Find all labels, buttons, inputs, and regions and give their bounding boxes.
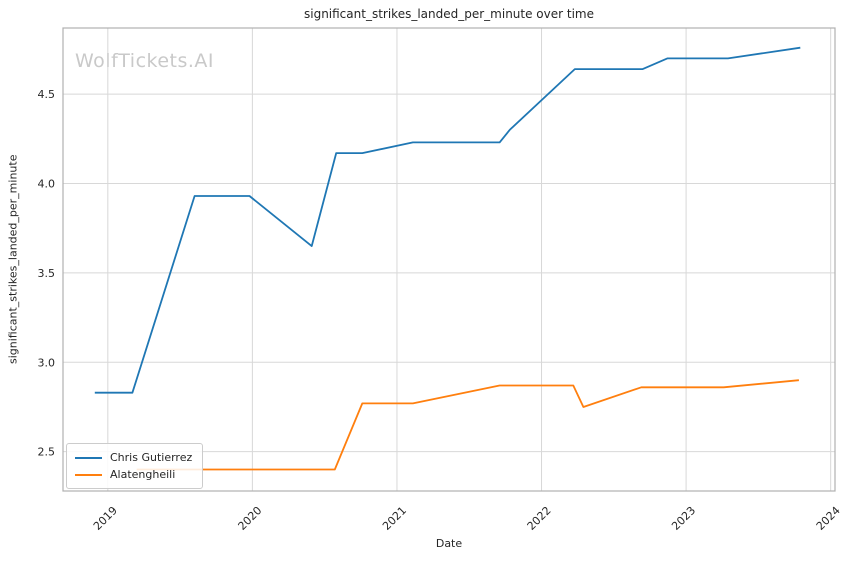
chart-title: significant_strikes_landed_per_minute ov… — [303, 7, 594, 21]
x-axis-label: Date — [435, 537, 463, 550]
svg-text:2020: 2020 — [236, 504, 265, 533]
svg-text:2019: 2019 — [91, 504, 120, 533]
svg-text:2023: 2023 — [669, 504, 698, 533]
svg-text:3.5: 3.5 — [38, 267, 56, 280]
legend-line-sample-blue — [75, 456, 102, 459]
svg-text:2024: 2024 — [814, 504, 843, 533]
svg-text:2022: 2022 — [525, 504, 554, 533]
legend-item-alatengheili: Alatengheili — [75, 466, 192, 483]
legend-line-sample-orange — [75, 473, 102, 476]
legend-item-chris-gutierrez: Chris Gutierrez — [75, 449, 192, 466]
watermark-text: WolfTickets.AI — [75, 50, 215, 72]
svg-text:4.5: 4.5 — [38, 88, 56, 101]
svg-text:2021: 2021 — [380, 504, 409, 533]
svg-text:4.0: 4.0 — [38, 178, 56, 191]
svg-text:2.5: 2.5 — [38, 446, 56, 459]
svg-text:3.0: 3.0 — [38, 356, 56, 369]
legend: Chris Gutierrez Alatengheili — [66, 443, 204, 489]
legend-label: Chris Gutierrez — [110, 451, 193, 464]
y-axis-label: significant_strikes_landed_per_minute — [6, 154, 20, 365]
legend-label: Alatengheili — [110, 468, 176, 481]
